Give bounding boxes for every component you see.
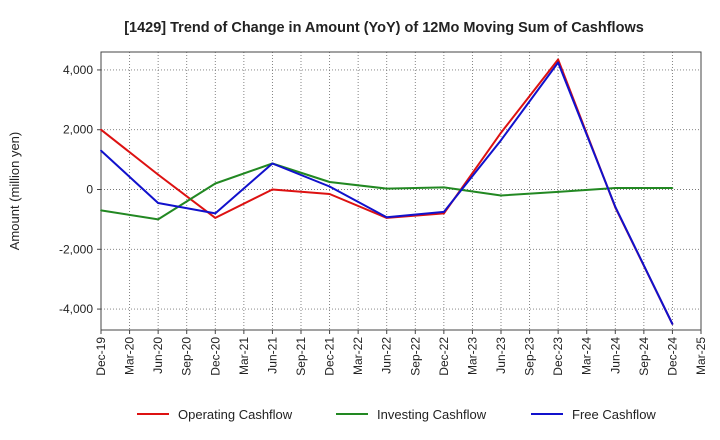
legend-label: Investing Cashflow	[377, 407, 487, 422]
x-tick-label: Sep-23	[523, 337, 537, 376]
x-tick-label: Mar-20	[123, 337, 137, 375]
x-tick-label: Dec-21	[323, 337, 337, 376]
x-tick-label: Dec-22	[437, 337, 451, 376]
y-tick-label: 4,000	[63, 63, 93, 77]
y-tick-label: -4,000	[59, 302, 93, 316]
data-point	[500, 139, 502, 142]
data-point	[328, 193, 331, 195]
data-point	[442, 211, 445, 213]
data-point	[671, 187, 674, 189]
y-tick-label: -2,000	[59, 242, 93, 256]
data-point	[442, 186, 445, 189]
data-point	[271, 162, 274, 165]
x-tick-label: Mar-23	[465, 337, 479, 375]
x-tick-label: Mar-24	[580, 337, 594, 375]
y-tick-label: 0	[86, 183, 93, 197]
x-tick-label: Sep-21	[294, 337, 308, 376]
plot-area: 4,000 2,000 0 -2,000 -4,000 Dec-19 Mar-20 Jun-2…	[59, 51, 708, 376]
data-point	[500, 131, 502, 134]
chart-title: [1429] Trend of Change in Amount (YoY) o…	[124, 20, 644, 36]
data-point	[100, 128, 102, 131]
data-point	[328, 185, 331, 188]
x-tick-label: Sep-20	[180, 337, 194, 376]
x-tick-label: Sep-22	[408, 337, 422, 376]
y-tick-label: 2,000	[63, 123, 93, 137]
x-tick-label: Jun-24	[608, 337, 622, 374]
y-axis-label: Amount (million yen)	[7, 132, 22, 251]
x-tick-label: Jun-20	[151, 337, 165, 374]
data-point	[614, 187, 617, 189]
data-point	[328, 181, 331, 183]
data-point	[385, 216, 388, 219]
x-tick-label: Jun-22	[380, 337, 394, 374]
data-point	[557, 61, 560, 64]
data-point	[442, 212, 445, 215]
data-point	[500, 194, 502, 197]
x-tick-label: Dec-23	[551, 337, 565, 376]
legend: Operating Cashflow Investing Cashflow Free…	[137, 407, 656, 422]
series-line-operating-cashflow	[100, 58, 674, 325]
x-tick-label: Mar-21	[237, 337, 251, 375]
data-point	[214, 217, 217, 219]
x-tick-label: Jun-21	[265, 337, 279, 374]
data-point	[214, 182, 217, 185]
x-tick-label: Dec-24	[665, 337, 679, 376]
data-point	[100, 149, 102, 152]
legend-label: Operating Cashflow	[178, 407, 293, 422]
data-point	[157, 173, 160, 176]
data-point	[100, 209, 102, 212]
data-point	[671, 323, 674, 325]
x-tick-label: Dec-19	[94, 337, 108, 376]
x-tick-label: Mar-25	[694, 337, 708, 375]
data-point	[385, 187, 388, 190]
data-point	[557, 190, 560, 193]
data-point	[214, 212, 217, 215]
x-tick-label: Dec-20	[208, 337, 222, 376]
data-point	[557, 58, 560, 61]
x-tick-label: Mar-22	[351, 337, 365, 375]
legend-label: Free Cashflow	[572, 407, 656, 422]
data-point	[271, 188, 274, 191]
x-tick-label: Jun-23	[494, 337, 508, 374]
plot-frame	[100, 51, 702, 331]
data-point	[614, 205, 617, 208]
data-point	[157, 218, 160, 221]
data-point	[157, 202, 160, 204]
x-tick-label: Sep-24	[637, 337, 651, 376]
